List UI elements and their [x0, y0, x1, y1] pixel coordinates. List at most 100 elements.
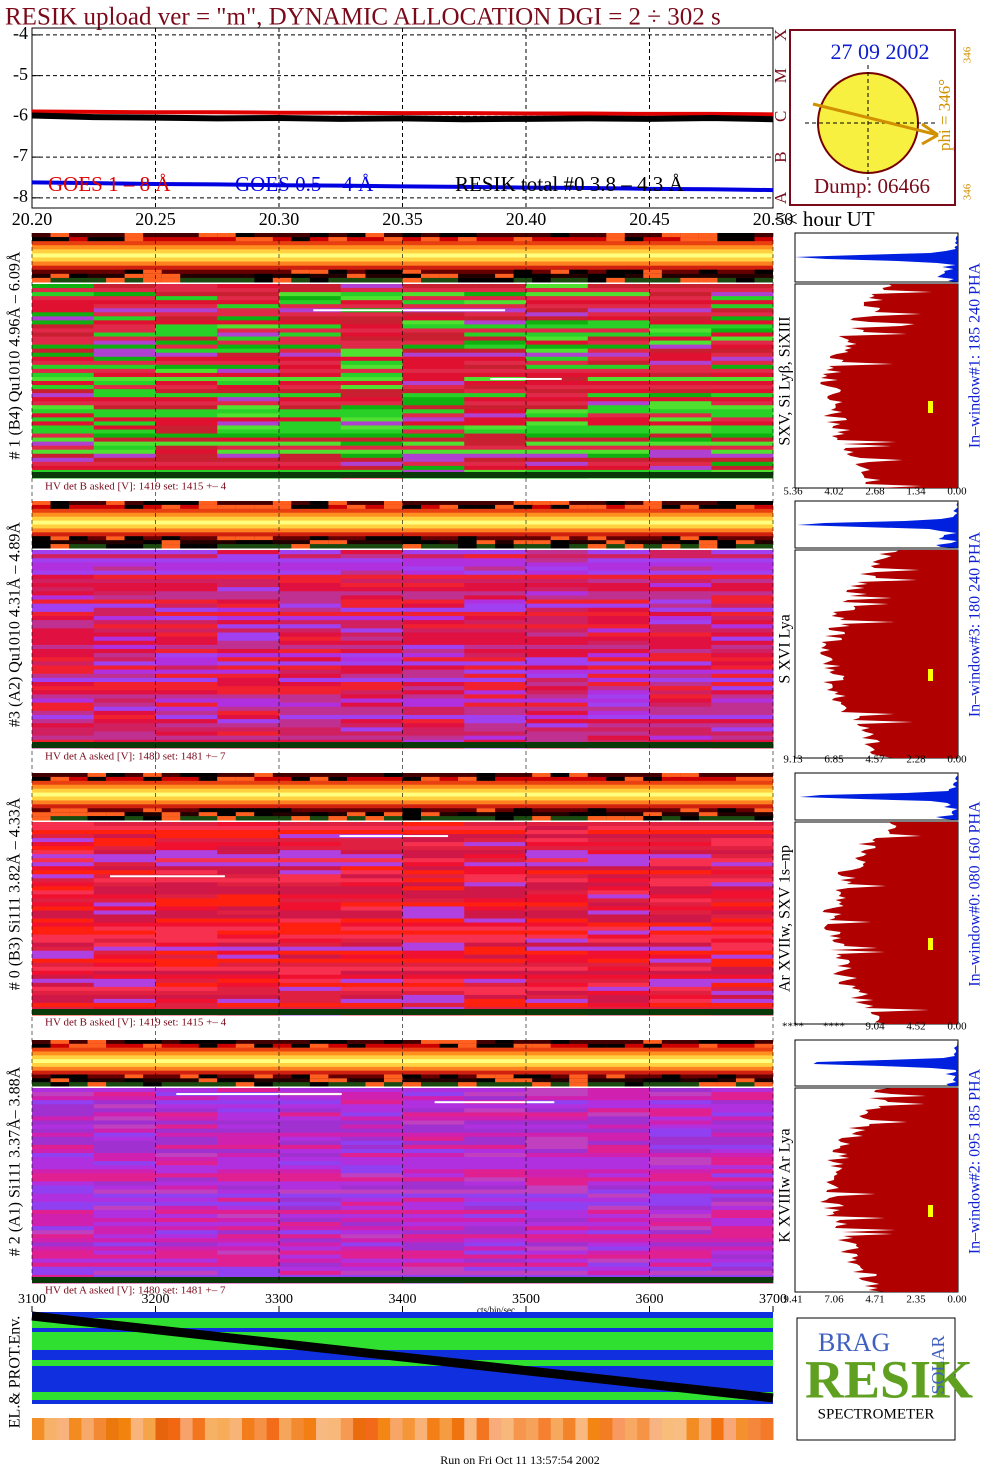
spectrum-noise	[735, 277, 755, 283]
spectrum-cell	[93, 686, 156, 691]
spectrum-cell	[155, 389, 218, 394]
spectrum-cell	[217, 1132, 280, 1138]
spectrum-cell	[649, 284, 712, 289]
spectrum-cell	[402, 1161, 465, 1166]
spectrum-cell	[402, 405, 465, 410]
spectrum-cell	[93, 858, 156, 863]
spectrum-noise	[513, 269, 533, 275]
logo-main: RESIK	[805, 1349, 973, 1409]
spectrum-cell	[587, 986, 650, 992]
spectrum-cell	[464, 665, 527, 671]
spectrum-cell	[93, 562, 156, 567]
spectrum-cell	[217, 1222, 280, 1227]
spectrum-cell	[217, 550, 280, 555]
spectrum-cell	[279, 950, 342, 956]
spectrum-cell	[32, 998, 95, 1004]
spectrum-noise	[754, 816, 773, 821]
spectrum-cell	[155, 550, 218, 555]
spectrum-cell	[93, 1189, 156, 1195]
spectrum-cell	[649, 958, 712, 964]
spectrum-cell	[340, 449, 403, 455]
env-strip	[402, 1418, 416, 1440]
spectrum-noise	[198, 1074, 218, 1079]
spectrum-cell	[402, 1213, 465, 1219]
spectrum-noise	[402, 1074, 422, 1079]
y2-tick-label: M	[771, 68, 790, 83]
spectrum-cell	[711, 578, 774, 584]
spectrum-cell	[217, 644, 280, 650]
spectrum-cell	[279, 942, 342, 948]
spectrum-cell	[402, 962, 465, 968]
spectrum-noise	[698, 1043, 718, 1049]
spectrum-cell	[526, 970, 589, 976]
spectrum-cell	[93, 998, 156, 1004]
env-strip	[612, 1418, 626, 1440]
spectrum-cell	[464, 906, 527, 911]
spectrum-noise	[421, 1040, 440, 1045]
spectrum-cell	[587, 649, 650, 654]
spectrum-cell	[711, 1161, 774, 1166]
spectrum-noise	[717, 544, 736, 549]
spectrum-cell	[155, 723, 218, 728]
spectrum-cell	[402, 882, 465, 887]
spectrum-cell	[279, 1266, 342, 1272]
spectrum-cell	[711, 284, 774, 289]
spectrum-cell	[587, 644, 650, 650]
spectrum-cell	[587, 1136, 650, 1142]
spectrum-cell	[464, 1230, 527, 1235]
spectrum-cell	[340, 1148, 403, 1154]
spectrum-cell	[711, 465, 774, 471]
spectrum-cell	[711, 324, 774, 329]
spectrum-noise	[680, 540, 699, 545]
spectrum-cell	[32, 1116, 95, 1121]
spectrum-cell	[93, 653, 156, 658]
spectrum-noise	[383, 1074, 403, 1079]
spectrum-cell	[340, 632, 403, 638]
spectrum-cell	[155, 320, 218, 325]
spectrum-cell	[464, 842, 527, 847]
spectrum-cell	[464, 607, 527, 613]
spectrum-noise	[495, 1074, 514, 1079]
spectrum-cell	[402, 878, 465, 883]
spectrum-cell	[155, 926, 218, 932]
spectrum-noise	[458, 812, 477, 817]
spectrum-cell	[93, 607, 156, 613]
spectrum-cell	[587, 1002, 650, 1008]
spectrum-noise	[143, 808, 162, 813]
spectrum-cell	[464, 1181, 527, 1186]
spectrum-cell	[649, 320, 712, 325]
spectrum-cell	[402, 902, 465, 907]
spectrum-noise	[569, 812, 588, 817]
spectrum-cell	[711, 1157, 774, 1162]
sun-arrow-head	[921, 122, 939, 146]
spectrum-cell	[340, 649, 403, 654]
spectrum-cell	[279, 926, 342, 932]
spectrum-cell	[340, 336, 403, 342]
spectrum-cell	[711, 292, 774, 297]
spectrum-cell	[526, 1222, 589, 1227]
spectrum-noise	[346, 273, 366, 279]
spectrum-noise	[198, 1043, 218, 1049]
spectrum-cell	[587, 673, 650, 679]
env-strip	[204, 1418, 218, 1440]
spectrum-cell	[711, 962, 774, 968]
spectrum-cell	[402, 906, 465, 911]
spectrum-cell	[217, 562, 280, 567]
spectrum-noise	[365, 1082, 384, 1087]
spectrum-cell	[711, 673, 774, 679]
spectrum-cell	[402, 838, 465, 843]
spectrum-noise	[254, 273, 273, 279]
spectrum-cell	[526, 332, 589, 338]
spectrum-cell	[93, 445, 156, 451]
spectrum-cell	[155, 1100, 218, 1105]
spectrum-cell	[649, 1238, 712, 1243]
spectrum-cell	[32, 898, 95, 903]
spectrum-cell	[526, 890, 589, 895]
spectrum-cell	[93, 930, 156, 936]
spectrum-cell	[649, 1104, 712, 1109]
spectrum-cell	[711, 998, 774, 1004]
spectrum-cell	[217, 616, 280, 621]
spectrum-cell	[217, 409, 280, 414]
spectrum-cell	[32, 866, 95, 871]
spectrum-cell	[340, 300, 403, 305]
